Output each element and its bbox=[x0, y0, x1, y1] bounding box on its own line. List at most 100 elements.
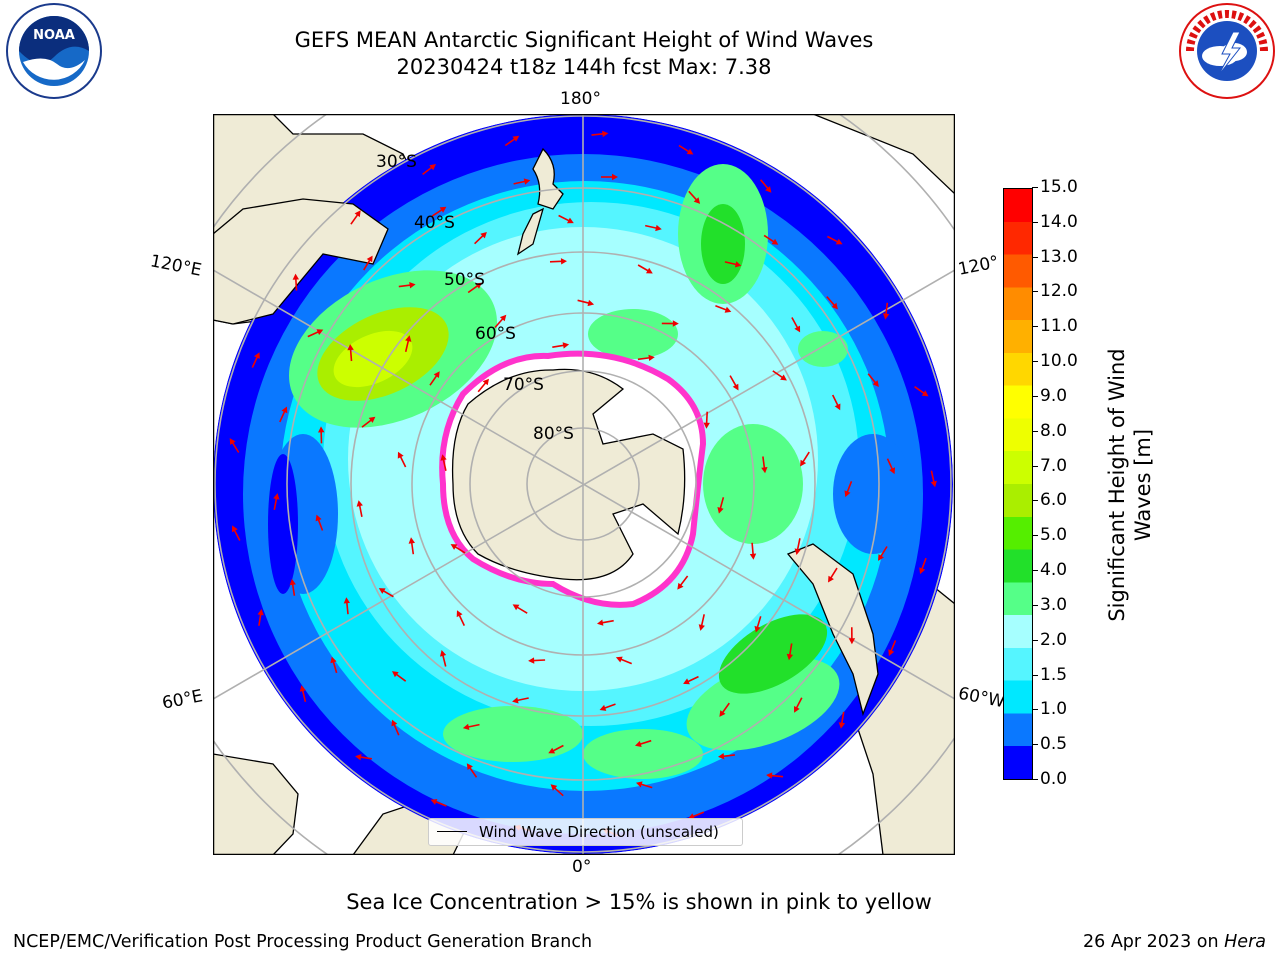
lon-label-60e: 60°E bbox=[160, 686, 205, 714]
wind-arrow-head bbox=[355, 754, 362, 761]
map-title: GEFS MEAN Antarctic Significant Height o… bbox=[294, 28, 874, 52]
wind-arrow-head bbox=[766, 772, 773, 779]
legend-label: Wind Wave Direction (unscaled) bbox=[479, 823, 719, 841]
wind-arrow-head bbox=[834, 403, 841, 411]
lon-label-180: 180° bbox=[560, 89, 601, 109]
colorbar-tick-label: 2.0 bbox=[1031, 629, 1068, 650]
wind-arrow-head bbox=[831, 302, 838, 310]
wind-arrow-head bbox=[550, 784, 558, 791]
colorbar-tick-label: 8.0 bbox=[1031, 420, 1068, 441]
wind-arrow-head bbox=[289, 578, 296, 586]
map-subtitle: 20230424 t18z 144h fcst Max: 7.38 bbox=[396, 55, 772, 79]
colorbar-label-line2: Waves [m] bbox=[1131, 428, 1155, 542]
lon-label-120w: 120° bbox=[956, 252, 1001, 280]
colorbar-tick-label: 3.0 bbox=[1031, 594, 1068, 615]
colorbar-label-line1: Significant Height of Wind bbox=[1105, 348, 1129, 622]
wind-arrow-head bbox=[356, 500, 363, 507]
colorbar-tick-label: 7.0 bbox=[1031, 455, 1068, 476]
colorbar-tick-label: 1.0 bbox=[1031, 699, 1068, 720]
colorbar-tick-label: 13.0 bbox=[1032, 246, 1078, 267]
wind-arrow-head bbox=[229, 438, 236, 445]
wind-arrow-head bbox=[655, 224, 662, 232]
wind-arrow-head bbox=[718, 753, 725, 760]
wind-arrow-head bbox=[719, 710, 726, 717]
wind-arrow-head bbox=[693, 197, 701, 204]
wind-arrow-head bbox=[872, 380, 879, 387]
wind-arrow-head bbox=[528, 657, 535, 664]
wind-arrow-head bbox=[636, 781, 643, 788]
wind-arrow-head bbox=[921, 390, 929, 397]
wind-arrow-head bbox=[405, 335, 412, 342]
wind-arrow-head bbox=[281, 406, 288, 414]
wind-arrow-head bbox=[433, 371, 440, 378]
wind-arrow-head bbox=[378, 588, 386, 594]
wind-arrow-head bbox=[548, 747, 556, 754]
wind-arrow-head bbox=[456, 610, 463, 618]
wind-arrow-head bbox=[889, 467, 895, 475]
wind-arrow-head bbox=[724, 306, 732, 313]
wind-arrow-head bbox=[567, 217, 574, 224]
colorbar-tick-label: 5.0 bbox=[1031, 525, 1068, 546]
map-legend: Wind Wave Direction (unscaled) bbox=[428, 818, 743, 846]
wind-arrow-head bbox=[794, 325, 801, 333]
colorbar-tick-label: 4.0 bbox=[1031, 560, 1068, 581]
footer-right: 26 Apr 2023 on Hera bbox=[1083, 932, 1266, 952]
wind-arrow-head bbox=[343, 597, 350, 604]
wind-arrow-head bbox=[800, 459, 807, 467]
colorbar-tick-label: 9.0 bbox=[1031, 385, 1068, 406]
wind-arrow-head bbox=[828, 575, 834, 583]
wind-arrow-head bbox=[354, 210, 361, 218]
wind-arrow-head bbox=[587, 299, 595, 307]
wind-arrow-head bbox=[732, 383, 739, 391]
wind-arrow-head bbox=[599, 704, 607, 711]
wind-arrow-head bbox=[430, 799, 438, 805]
wind-arrow-head bbox=[391, 719, 398, 727]
wind-arrow-head bbox=[786, 653, 793, 661]
wind-arrow-head bbox=[440, 454, 447, 461]
wind-arrow-head bbox=[560, 258, 567, 265]
wind-arrow-head bbox=[299, 685, 306, 692]
wave-height-zones bbox=[268, 164, 913, 779]
wind-arrow-head bbox=[930, 480, 937, 488]
lon-label-0: 0° bbox=[572, 857, 592, 877]
wind-arrow-head bbox=[646, 267, 653, 274]
wind-arrow-head bbox=[878, 554, 884, 561]
lon-label-120e: 120°E bbox=[148, 251, 204, 281]
colorbar-tick-label: 15.0 bbox=[1032, 177, 1078, 197]
wind-arrow-head bbox=[512, 697, 519, 704]
colorbar-tick-label: 0.0 bbox=[1031, 769, 1068, 789]
wind-arrow-head bbox=[409, 282, 416, 289]
wind-arrow-head bbox=[232, 525, 238, 533]
wind-arrow-head bbox=[919, 567, 926, 575]
colorbar-label: Significant Height of Wind Waves [m] bbox=[1104, 325, 1156, 645]
wind-arrow-head bbox=[677, 582, 684, 590]
wind-arrow-head bbox=[761, 467, 768, 474]
wind-arrow-head bbox=[475, 282, 482, 289]
wind-arrow-head bbox=[482, 378, 489, 386]
wind-arrow-head bbox=[315, 514, 322, 522]
noaa-logo: NOAA bbox=[6, 3, 102, 99]
wind-arrow-head bbox=[408, 537, 415, 544]
graticule bbox=[213, 114, 955, 855]
wind-arrow-head bbox=[838, 722, 846, 729]
wind-arrow-head bbox=[635, 740, 642, 747]
wind-arrow-head bbox=[466, 763, 473, 770]
wind-arrow-head bbox=[686, 148, 694, 155]
wind-arrow-head bbox=[835, 238, 843, 245]
wind-arrow-head bbox=[780, 374, 787, 381]
wind-arrow-head bbox=[512, 604, 520, 611]
wind-arrow-head bbox=[717, 507, 724, 514]
wind-arrow-head bbox=[888, 649, 895, 657]
wind-arrow-head bbox=[368, 416, 376, 423]
footer-system: Hera bbox=[1224, 932, 1266, 952]
wind-arrow-head bbox=[703, 422, 710, 429]
wind-arrow-head bbox=[765, 186, 772, 193]
wind-arrow-head bbox=[754, 625, 761, 633]
wind-arrow-head bbox=[882, 313, 890, 320]
wind-arrow-head bbox=[794, 706, 800, 713]
wind-arrow-head bbox=[254, 352, 260, 359]
wind-arrow-head bbox=[734, 261, 742, 268]
wind-arrow-head bbox=[562, 342, 570, 349]
colorbar-tick-label: 10.0 bbox=[1032, 351, 1078, 372]
sea-ice-note: Sea Ice Concentration > 15% is shown in … bbox=[346, 890, 932, 914]
